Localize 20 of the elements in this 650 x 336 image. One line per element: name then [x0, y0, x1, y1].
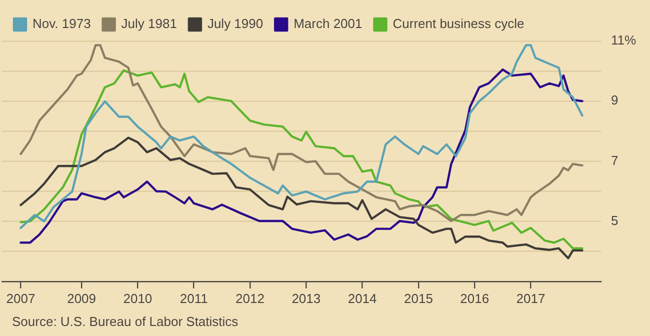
x-tick-label: 2017: [516, 290, 546, 306]
y-tick-label: 7: [610, 152, 618, 168]
x-tick-label: 2016: [460, 290, 490, 306]
y-tick-label: 9: [610, 92, 618, 108]
legend-label: Current business cycle: [392, 16, 524, 32]
legend-label: July 1990: [207, 16, 264, 32]
source-note: Source: U.S. Bureau of Labor Statistics: [12, 314, 238, 329]
legend-label: March 2001: [294, 16, 362, 32]
y-tick-label: 5: [610, 212, 618, 228]
x-tick-label: 2011: [180, 290, 208, 306]
x-tick-label: 2013: [292, 290, 321, 306]
legend-label: Nov. 1973: [32, 16, 91, 32]
x-tick-label: 2009: [67, 290, 96, 306]
legend-label: July 1981: [121, 16, 177, 32]
x-tick-label: 2007: [6, 290, 36, 306]
x-tick-label: 2012: [236, 290, 264, 306]
x-tick-label: 2014: [348, 290, 377, 306]
x-tick-label: 2015: [404, 290, 433, 306]
y-tick-label: 11%: [610, 32, 636, 48]
x-tick-label: 2010: [123, 290, 152, 306]
